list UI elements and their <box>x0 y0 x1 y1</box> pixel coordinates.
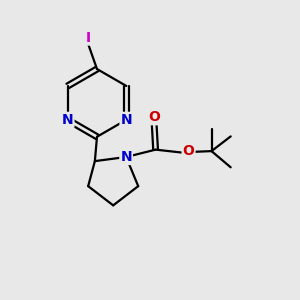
Text: O: O <box>148 110 160 124</box>
Text: N: N <box>62 113 74 127</box>
Text: N: N <box>121 113 132 127</box>
Text: I: I <box>85 31 91 44</box>
Text: O: O <box>183 144 194 158</box>
Text: N: N <box>120 150 132 164</box>
